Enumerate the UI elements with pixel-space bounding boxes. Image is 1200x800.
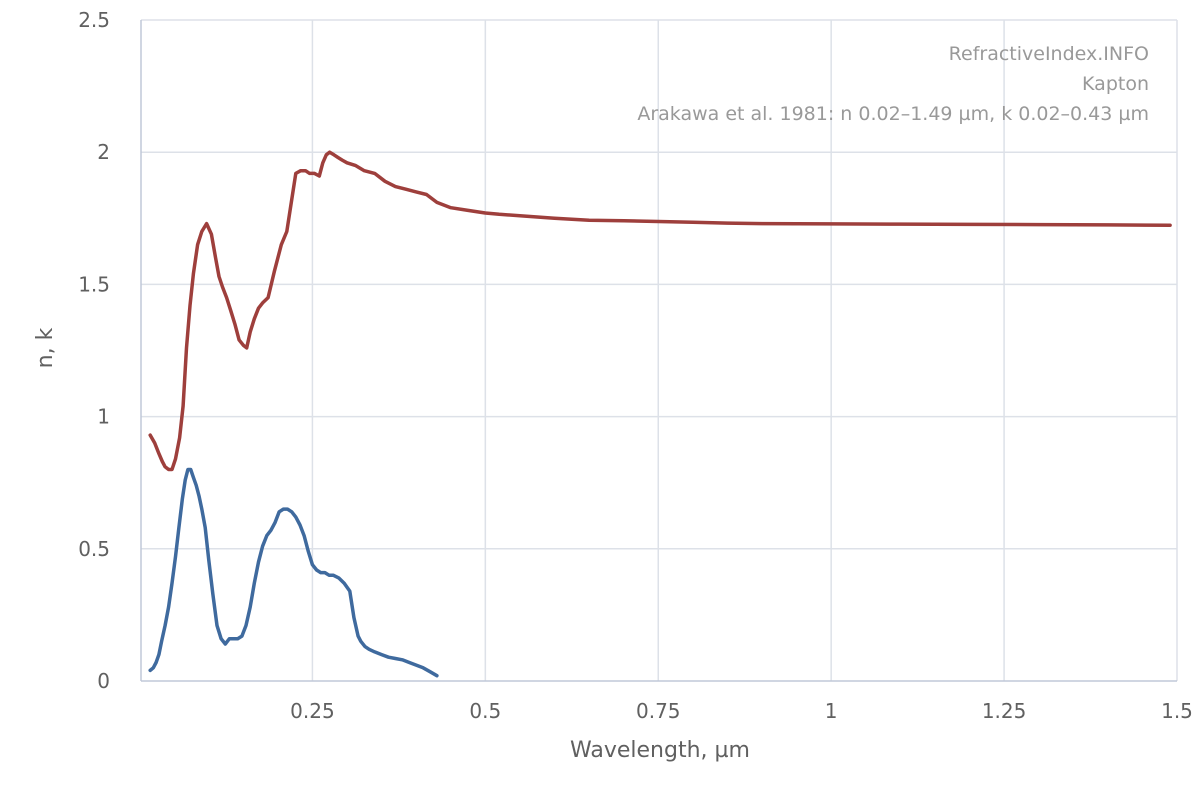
credit-material: Kapton [1082, 73, 1149, 95]
x-tick-label: 0.5 [469, 699, 501, 723]
y-tick-label: 0.5 [78, 537, 110, 561]
x-axis-title: Wavelength, µm [570, 738, 750, 763]
axes [140, 20, 1177, 682]
y-tick-label: 0 [97, 669, 110, 693]
y-axis-title: n, k [33, 327, 58, 368]
x-tick-label: 1 [825, 699, 838, 723]
x-tick-label: 1.5 [1161, 699, 1193, 723]
y-tick-label: 2 [97, 140, 110, 164]
credit-reference: Arakawa et al. 1981: n 0.02–1.49 µm, k 0… [637, 103, 1149, 125]
credits: RefractiveIndex.INFO Kapton Arakawa et a… [637, 43, 1149, 125]
series-line-n [148, 150, 1172, 472]
grid [141, 19, 1178, 681]
ticks: 0 0.5 1 1.5 2 2.5 0.25 0.5 0.75 1 1.25 1.5 [78, 8, 1193, 723]
x-tick-label: 0.75 [636, 699, 681, 723]
x-tick-label: 0.25 [290, 699, 335, 723]
y-tick-label: 1 [97, 405, 110, 429]
x-tick-label: 1.25 [982, 699, 1027, 723]
credit-site: RefractiveIndex.INFO [949, 43, 1149, 65]
y-tick-label: 2.5 [78, 8, 110, 32]
series-layer [148, 150, 1172, 678]
y-tick-label: 1.5 [78, 272, 110, 296]
series-line-k [148, 467, 439, 678]
